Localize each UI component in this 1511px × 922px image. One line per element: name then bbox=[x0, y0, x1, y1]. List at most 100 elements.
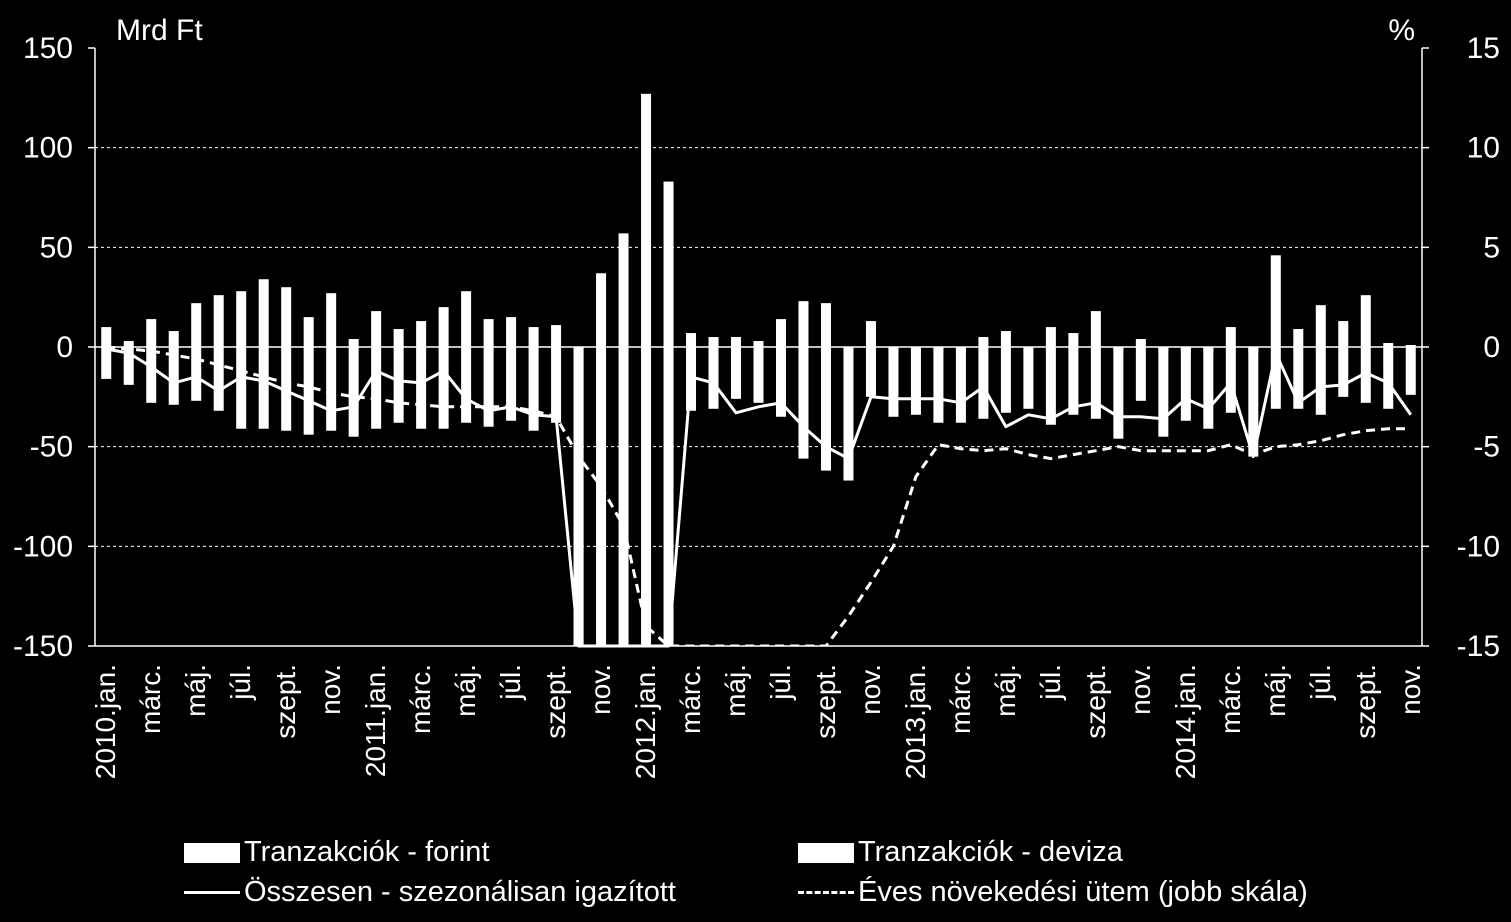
right-tick-label: 5 bbox=[1483, 231, 1500, 264]
bar-deviza bbox=[1023, 347, 1034, 409]
right-tick-label: -15 bbox=[1457, 630, 1500, 663]
bar-deviza bbox=[483, 347, 494, 427]
x-tick-label: máj. bbox=[450, 664, 481, 717]
x-tick-label: 2014.jan. bbox=[1170, 664, 1201, 779]
bar-forint bbox=[551, 325, 562, 347]
right-tick-label: -5 bbox=[1473, 431, 1500, 464]
bar-deviza bbox=[1180, 347, 1191, 421]
bar-deviza bbox=[731, 347, 742, 399]
bar-deviza bbox=[326, 347, 337, 431]
bar-deviza bbox=[168, 347, 179, 405]
bar-forint bbox=[101, 327, 112, 347]
right-tick-label: 15 bbox=[1467, 32, 1500, 65]
x-tick-label: szept. bbox=[270, 664, 301, 739]
axes bbox=[88, 47, 1429, 647]
bar-deviza bbox=[1203, 347, 1214, 429]
x-tick-label: máj. bbox=[990, 664, 1021, 717]
left-tick-label: 150 bbox=[23, 32, 73, 65]
bar-deviza bbox=[955, 347, 966, 423]
bar-deviza bbox=[371, 347, 382, 429]
bar-forint bbox=[731, 337, 742, 347]
bar-forint bbox=[303, 317, 314, 347]
bar-forint bbox=[1405, 345, 1416, 347]
bar-deviza bbox=[1068, 347, 1079, 415]
bar-deviza bbox=[1158, 347, 1169, 437]
x-tick-label: szept. bbox=[1080, 664, 1111, 739]
bar-deviza bbox=[258, 347, 269, 429]
x-tick-label: szept. bbox=[1350, 664, 1381, 739]
bar-deviza bbox=[281, 347, 292, 431]
bar-deviza bbox=[641, 347, 652, 646]
bar-deviza bbox=[1225, 347, 1236, 413]
bar-deviza bbox=[618, 347, 629, 646]
bar-deviza bbox=[843, 347, 854, 481]
left-tick-label: -150 bbox=[13, 630, 73, 663]
bar-deviza bbox=[1248, 347, 1259, 457]
bar-forint bbox=[820, 303, 831, 347]
bar-forint bbox=[123, 341, 134, 347]
bar-forint bbox=[506, 317, 517, 347]
bar-deviza bbox=[1405, 347, 1416, 395]
x-tick-label: szept. bbox=[540, 664, 571, 739]
bar-deviza bbox=[393, 347, 404, 423]
left-axis-ticks: 150 100 50 0 -50 -100 -150 bbox=[13, 32, 73, 663]
bar-deviza bbox=[573, 347, 584, 646]
bar-deviza bbox=[1315, 347, 1326, 415]
bar-deviza bbox=[865, 347, 876, 397]
bar-forint bbox=[865, 321, 876, 347]
line-series bbox=[105, 345, 1413, 648]
bar-deviza bbox=[596, 347, 607, 646]
x-tick-label: nov. bbox=[585, 664, 616, 715]
bar-forint bbox=[191, 303, 202, 347]
x-tick-label: márc. bbox=[675, 664, 706, 734]
right-tick-label: 10 bbox=[1467, 132, 1500, 165]
bar-deviza bbox=[708, 347, 719, 409]
x-tick-label: szept. bbox=[810, 664, 841, 739]
bar-deviza bbox=[1338, 347, 1349, 397]
x-tick-label: júl. bbox=[765, 664, 796, 701]
bar-forint bbox=[775, 319, 786, 347]
bar-forint bbox=[1360, 295, 1371, 347]
bar-forint bbox=[393, 329, 404, 347]
x-tick-label: márc. bbox=[1215, 664, 1246, 734]
x-tick-label: nov. bbox=[315, 664, 346, 715]
x-tick-label: máj. bbox=[180, 664, 211, 717]
x-tick-label: márc. bbox=[945, 664, 976, 734]
bar-deviza bbox=[1270, 347, 1281, 409]
bar-forint bbox=[1135, 339, 1146, 347]
x-tick-label: nov. bbox=[1125, 664, 1156, 715]
x-axis-ticks: 2010.jan. márc. máj. júl. szept. nov. 2011.jan… bbox=[90, 664, 1426, 779]
bar-forint bbox=[1383, 343, 1394, 347]
line-total-sa bbox=[105, 347, 1413, 648]
bar-forint bbox=[1293, 329, 1304, 347]
bar-forint bbox=[641, 93, 652, 347]
x-tick-label: máj. bbox=[1260, 664, 1291, 717]
bar-deviza bbox=[303, 347, 314, 435]
bar-forint bbox=[326, 293, 337, 347]
bar-forint bbox=[1090, 311, 1101, 347]
bar-deviza bbox=[888, 347, 899, 417]
bar-deviza bbox=[1135, 347, 1146, 401]
x-tick-label: 2012.jan. bbox=[630, 664, 661, 779]
bar-deviza bbox=[416, 347, 427, 429]
bar-deviza bbox=[910, 347, 921, 415]
bar-forint bbox=[371, 311, 382, 347]
bar-forint bbox=[663, 181, 674, 347]
x-tick-label: júl. bbox=[225, 664, 256, 701]
bar-forint bbox=[348, 339, 359, 347]
left-tick-label: -100 bbox=[13, 530, 73, 563]
bar-deviza bbox=[753, 347, 764, 403]
bar-forint bbox=[416, 321, 427, 347]
bar-deviza bbox=[820, 347, 831, 471]
bar-deviza bbox=[213, 347, 224, 411]
x-tick-label: júl. bbox=[1035, 664, 1066, 701]
bar-forint bbox=[213, 295, 224, 347]
bar-forint bbox=[753, 341, 764, 347]
bar-deviza bbox=[1360, 347, 1371, 403]
bar-deviza bbox=[101, 347, 112, 379]
left-tick-label: 50 bbox=[40, 231, 73, 264]
bar-deviza bbox=[1113, 347, 1124, 439]
gridlines bbox=[95, 147, 1422, 547]
bar-deviza bbox=[146, 347, 157, 403]
bar-forint bbox=[528, 327, 539, 347]
